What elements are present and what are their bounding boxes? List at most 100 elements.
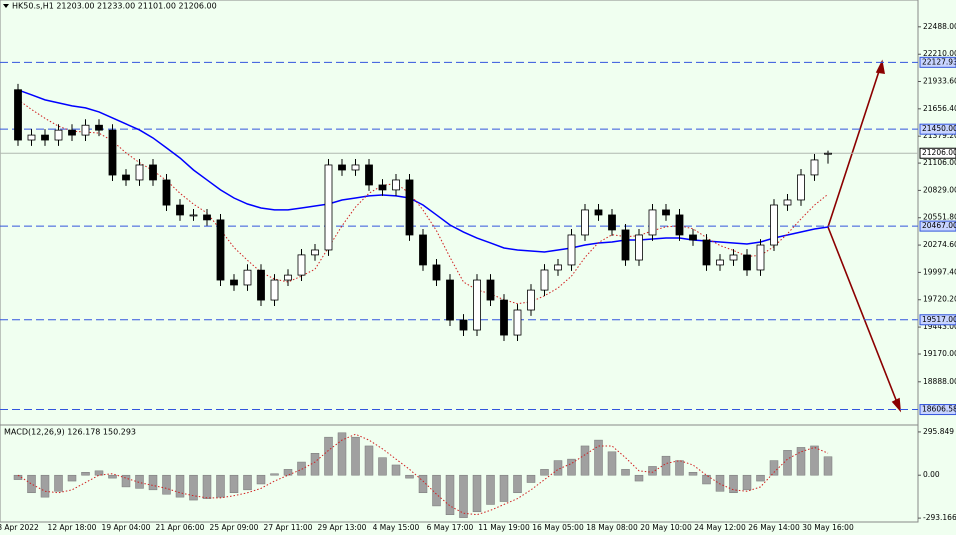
x-tick-label: 25 Apr 09:00 [210,523,259,532]
macd-bar [607,451,617,476]
macd-bar [40,474,50,498]
macd-bar [135,474,144,489]
candle-body [324,164,333,251]
candle-body [176,204,184,216]
level-label: 20467.00 [922,221,956,230]
y-tick-label: 22488.00 [923,22,956,31]
y-tick-label: 295.849 [923,427,954,436]
candle-body [189,214,198,217]
x-tick-label: 19 Apr 04:00 [102,523,151,532]
candle-body [648,209,657,236]
candle-body [824,152,832,155]
macd-bar [202,474,212,499]
macd-bar [229,474,239,494]
candle-body [621,229,630,261]
chart-header: HK50.s,H1 21203.00 21233.00 21101.00 212… [12,2,217,11]
macd-title: MACD(12,26,9) 126.178 150.293 [4,428,136,437]
y-tick-label: 21106.00 [923,158,956,167]
macd-bar [175,474,185,498]
y-tick-label: 19720.20 [923,295,956,304]
level-label-box [919,404,956,416]
macd-bar [94,470,104,476]
x-tick-label: 8 Apr 2022 [0,523,39,532]
candle-body [689,234,697,241]
macd-bar [189,474,198,501]
x-tick-label: 16 May 05:00 [532,523,584,532]
macd-bar [216,474,225,498]
macd-bar [27,474,36,494]
candle-body [527,289,535,311]
candle-body [540,269,549,291]
menu-arrow[interactable] [3,4,9,8]
macd-bar [256,474,266,485]
macd-bar [324,436,333,476]
plot-frame [0,0,919,523]
candle-body [270,279,279,301]
y-tick-label: 20829.00 [923,185,956,194]
candle-body [473,279,481,331]
macd-bar [783,450,792,476]
macd-bar [567,458,576,476]
x-tick-label: 18 May 08:00 [586,523,638,532]
x-tick-label: 29 Apr 13:00 [318,523,367,532]
candle-body [243,269,252,286]
macd-bar [823,456,833,476]
x-tick-label: 20 May 10:00 [640,523,692,532]
macd-bar [526,474,536,483]
y-tick-label: 19170.00 [923,349,956,358]
y-tick-label: 22210.00 [923,49,956,58]
macd-bar [729,474,738,494]
y-tick-label: 20551.80 [923,213,956,222]
candle-body [743,254,751,271]
macd-bar [715,474,725,492]
macd-bar [351,436,360,476]
x-tick-label: 4 May 15:00 [373,523,420,532]
x-tick-label: 30 May 16:00 [802,523,854,532]
candle-body [810,159,819,176]
price-label-box [919,147,956,159]
candle-body [797,174,805,201]
macd-bar [297,461,306,476]
candle-body [729,254,738,261]
x-tick-label: 12 Apr 18:00 [48,523,97,532]
y-tick-label: -293.166 [923,513,956,522]
macd-bar [148,474,158,491]
candle-body [365,164,373,186]
candle-body [432,264,441,281]
y-tick-label: 19443.00 [923,322,956,331]
candle-body [378,184,387,191]
macd-bar [621,469,630,476]
candle-body [41,134,49,141]
candle-body [594,209,603,216]
x-tick-label: 26 May 14:00 [748,523,800,532]
macd-bar [310,453,320,476]
level-label-box [919,220,956,232]
y-tick-label: 21379.20 [923,131,956,140]
macd-bar [81,472,90,476]
macd-bar [688,472,698,476]
candle-body [783,199,792,206]
level-label: 21450.00 [922,124,956,133]
candle-body [122,174,130,181]
macd-bar [337,432,347,476]
candle-body [284,274,292,281]
candle-body [392,179,400,191]
candle-body [162,179,171,206]
level-label-box [919,56,956,68]
x-tick-label: 21 Apr 06:00 [156,523,205,532]
level-label: 19517.00 [922,315,956,324]
macd-bar [364,445,374,476]
macd-bar [54,474,63,492]
macd-bar [553,460,563,476]
candle-body [635,234,643,261]
candle-body [338,164,346,171]
candle-body [770,204,778,246]
macd-bar [513,474,522,494]
x-tick-label: 6 May 17:00 [427,523,474,532]
candle-body [216,219,225,281]
forecast-arrows [827,59,902,413]
macd-bar [499,474,509,502]
candle-body [149,164,157,181]
macd-bar [445,474,455,515]
